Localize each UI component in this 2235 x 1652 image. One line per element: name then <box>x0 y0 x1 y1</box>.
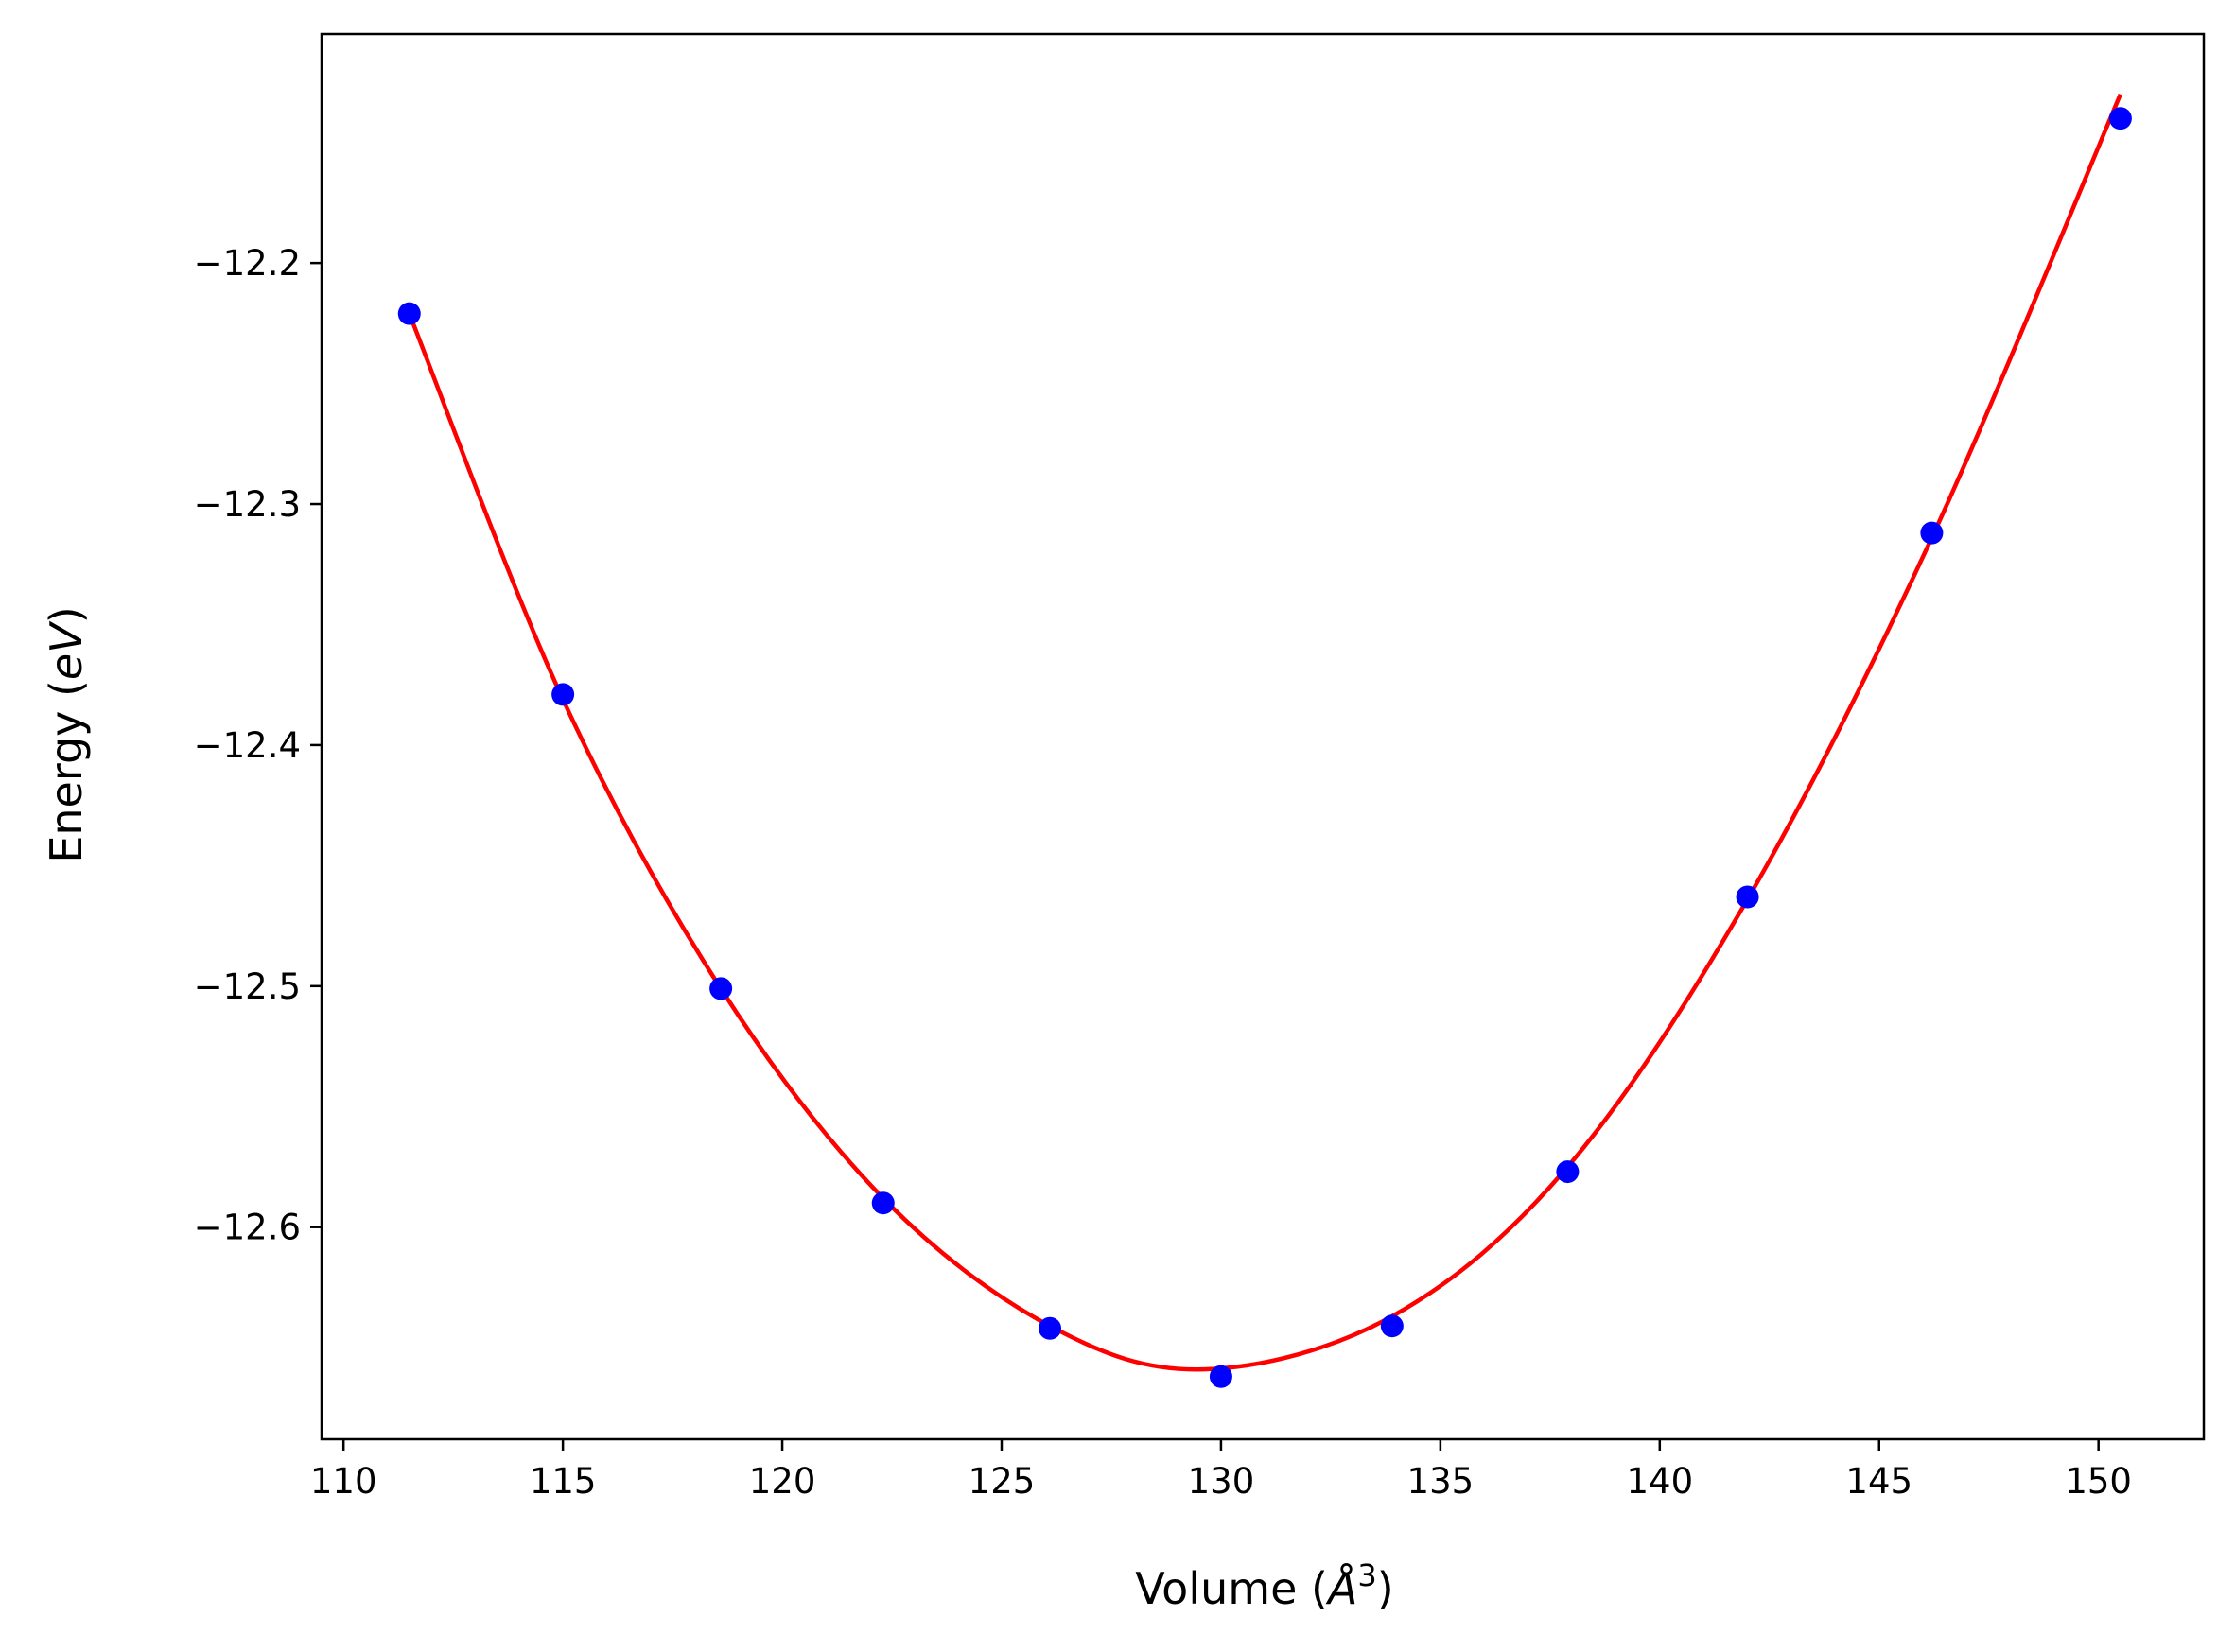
x-tick-label: 125 <box>969 1461 1036 1502</box>
x-axis-label-post: ) <box>1377 1563 1394 1614</box>
data-points-layer <box>397 107 2132 1388</box>
x-tick-label: 145 <box>1845 1461 1912 1502</box>
plot-frame <box>320 32 2206 1441</box>
x-tick-label: 150 <box>2065 1461 2132 1502</box>
x-axis: 110 115 120 125 130 135 140 145 150 <box>310 1439 2132 1502</box>
y-axis-label: Energy (eV) <box>41 606 92 862</box>
data-point <box>871 1191 895 1215</box>
y-axis-label-pre: Energy ( <box>41 680 92 863</box>
fit-curve <box>407 93 2122 1372</box>
data-point <box>1556 1160 1580 1184</box>
x-axis-label-pre: Volume ( <box>1135 1563 1328 1614</box>
y-axis-label-symbol: eV <box>41 620 92 680</box>
y-tick-label: −12.4 <box>194 725 301 766</box>
data-point <box>709 977 733 1000</box>
x-axis-label-symbol: Å <box>1325 1563 1357 1614</box>
fit-curve-layer <box>407 93 2122 1372</box>
data-point <box>1920 521 1944 545</box>
y-tick-label: −12.5 <box>194 966 301 1007</box>
y-tick-label: −12.3 <box>194 484 301 525</box>
x-tick-label: 130 <box>1188 1461 1255 1502</box>
x-tick-label: 110 <box>310 1461 377 1502</box>
data-point <box>2108 107 2132 130</box>
data-point <box>1380 1314 1404 1338</box>
x-axis-label-exponent: 3 <box>1357 1557 1376 1593</box>
y-axis-label-post: ) <box>41 606 92 623</box>
data-point <box>1736 885 1759 909</box>
y-tick-label: −12.2 <box>194 243 301 284</box>
x-axis-label: Volume (Å3) <box>1135 1557 1393 1614</box>
x-tick-label: 120 <box>749 1461 816 1502</box>
x-tick-label: 115 <box>530 1461 597 1502</box>
data-point <box>397 302 421 325</box>
data-point <box>551 683 575 706</box>
plot-area <box>320 32 2206 1441</box>
y-tick-label: −12.6 <box>194 1208 301 1248</box>
x-tick-label: 135 <box>1407 1461 1475 1502</box>
x-tick-label: 140 <box>1626 1461 1693 1502</box>
data-point <box>1039 1316 1062 1340</box>
y-axis: −12.2 −12.3 −12.4 −12.5 −12.6 <box>194 243 322 1248</box>
data-point <box>1209 1365 1232 1388</box>
